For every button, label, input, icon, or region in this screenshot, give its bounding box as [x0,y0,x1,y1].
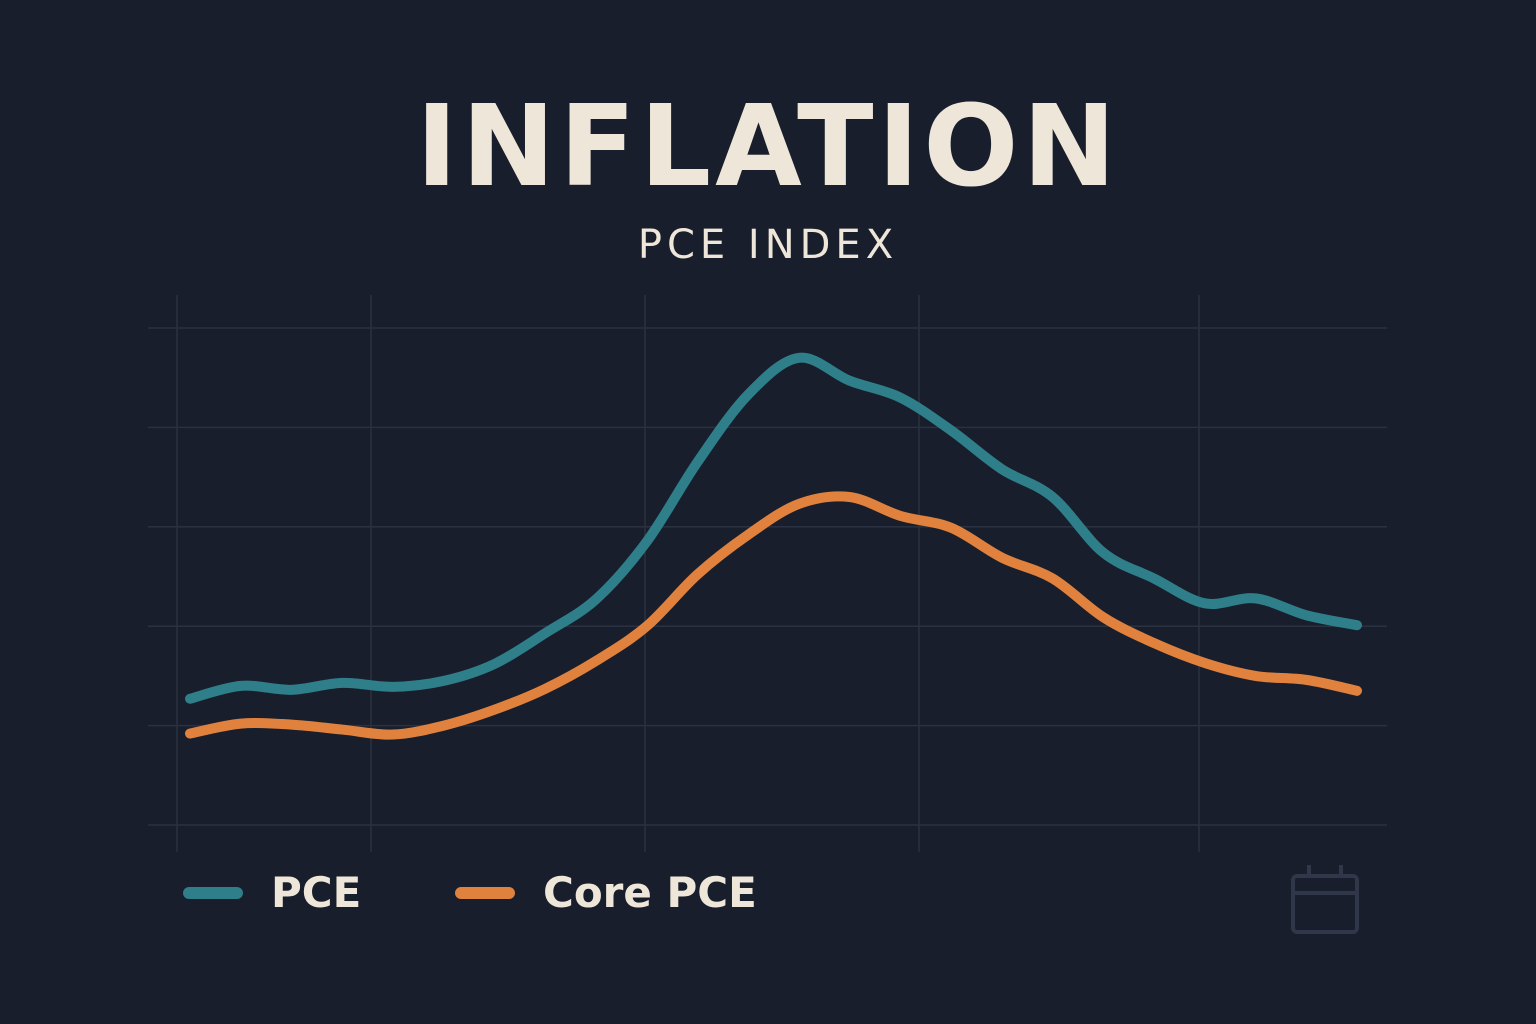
calendar-icon [1291,865,1359,934]
legend-label-core-pce: Core PCE [543,868,757,917]
legend-item-pce: PCE [183,868,361,917]
legend-swatch-pce [183,886,243,899]
series-line-core-pce [185,491,1362,740]
chart-subtitle: PCE INDEX [637,222,899,268]
series-lines [185,352,1362,740]
chart-title: INFLATION [415,82,1121,212]
legend-swatch-core-pce [455,886,515,899]
legend-label-pce: PCE [271,868,362,917]
legend-item-core-pce: Core PCE [455,868,757,917]
series-line-pce [185,352,1362,704]
grid [148,295,1387,852]
